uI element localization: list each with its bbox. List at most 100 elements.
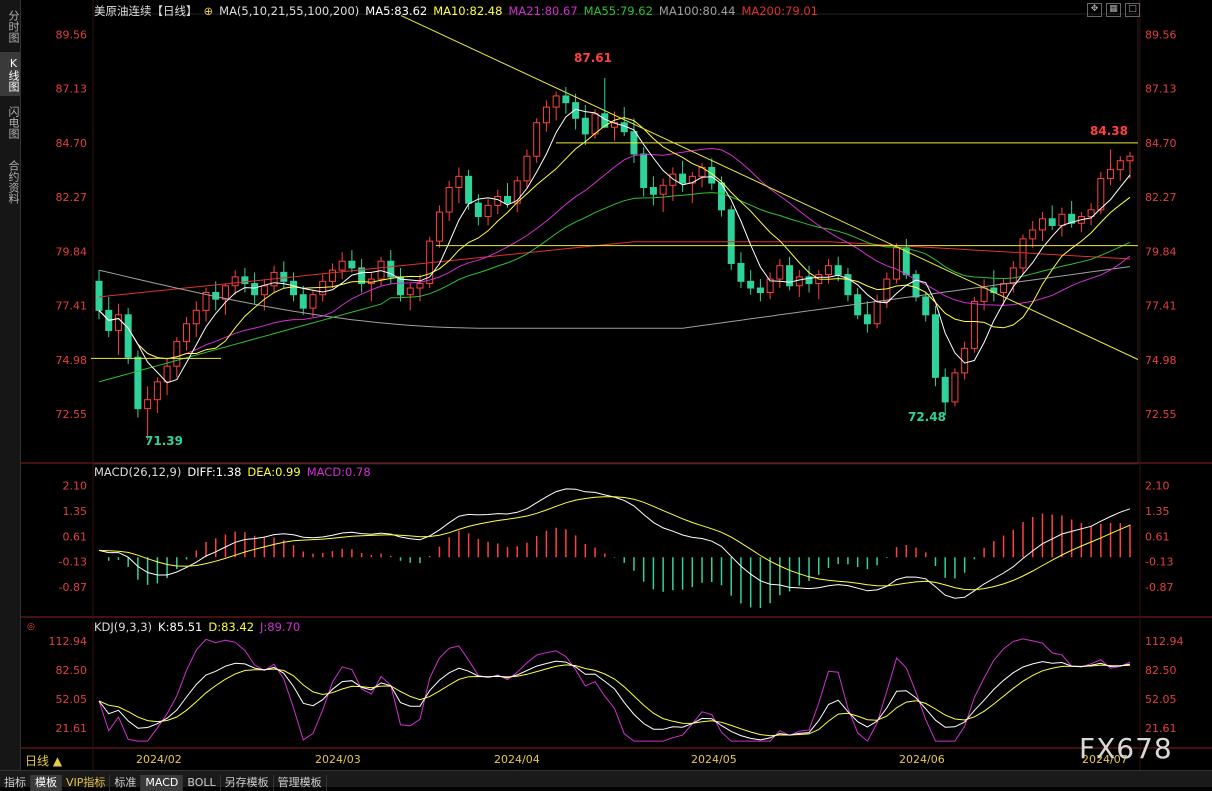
kdj-axis-label: 82.50 <box>56 664 88 677</box>
chart-canvas[interactable]: 89.56 89.56 87.13 87.13 84.70 84.70 82.27 82.27… <box>21 0 1212 770</box>
maximize-icon[interactable]: □ <box>1125 3 1140 17</box>
period-tag: 【日线】 <box>151 4 198 18</box>
candle-body <box>893 247 901 280</box>
tab-manage-templates[interactable]: 管理模板 <box>274 775 327 791</box>
tab-timeshare[interactable]: 分时图 <box>7 9 20 43</box>
candle-body <box>591 113 599 135</box>
candle-body <box>484 204 492 218</box>
candle-body <box>1097 178 1105 211</box>
symbol-name: 美原油连续 <box>94 4 152 18</box>
candle-body <box>153 381 161 401</box>
macd-dea-line <box>98 496 1131 591</box>
candle-body <box>192 309 200 325</box>
ma200-value: MA200:79.01 <box>741 4 818 18</box>
candle-body <box>231 276 239 287</box>
ma200-line <box>98 241 1131 298</box>
ma-title: MA(5,10,21,55,100,200) <box>219 4 360 18</box>
kdj-axis-label: 52.05 <box>1145 693 1177 706</box>
candle-body <box>659 184 667 195</box>
ma100-value: MA100:80.44 <box>658 4 736 18</box>
candle-body <box>319 280 327 296</box>
candle-body <box>1107 169 1115 180</box>
macd-axis-label: 1.35 <box>63 505 88 518</box>
candle-body <box>786 265 794 287</box>
candle-body <box>649 187 657 195</box>
price-axis-label: 87.13 <box>56 83 88 96</box>
candle-body <box>1009 267 1017 285</box>
candle-body <box>1068 213 1076 224</box>
tab-boll[interactable]: BOLL <box>183 775 221 791</box>
candle-body <box>173 341 181 367</box>
macd-diff: DIFF:1.38 <box>187 465 242 479</box>
candle-body <box>1048 218 1056 226</box>
macd-dea: DEA:0.99 <box>247 465 301 479</box>
ma21-value: MA21:80.67 <box>508 4 578 18</box>
candle-body <box>766 278 774 293</box>
candle-body <box>931 314 939 378</box>
price-axis-label: 89.56 <box>56 28 88 41</box>
move-icon[interactable]: ✥ <box>1087 3 1102 17</box>
tab-contract-info[interactable]: 合约资料 <box>7 160 20 204</box>
price-axis-label: 72.55 <box>1145 408 1177 421</box>
macd-title: MACD(26,12,9) <box>94 465 182 479</box>
trendline-descending <box>400 15 1139 360</box>
candle-body <box>756 287 764 293</box>
candle-body <box>114 314 122 331</box>
candle-body <box>533 122 541 157</box>
candle-body <box>251 283 259 296</box>
candle-body <box>844 274 852 296</box>
settings-circle-icon[interactable]: ⊕ <box>203 4 214 18</box>
candle-body <box>863 314 871 325</box>
tab-kline[interactable]: K线图 <box>0 52 20 96</box>
candle-body <box>717 182 725 211</box>
kdj-j-line <box>98 638 1131 742</box>
bottom-template-bar: 指标 模板 VIP指标 标准 MACD BOLL 另存模板 管理模板 <box>0 770 1212 791</box>
kdj-d: D:83.42 <box>208 620 255 634</box>
candle-body <box>980 287 988 302</box>
candle-body <box>776 265 784 280</box>
candle-body <box>727 209 735 264</box>
date-axis-label: 2024/06 <box>899 753 945 766</box>
candle-body <box>747 280 755 289</box>
candle-body <box>1087 209 1095 218</box>
tab-vip-indicators[interactable]: VIP指标 <box>62 775 111 791</box>
candle-body <box>309 294 317 309</box>
tab-macd[interactable]: MACD <box>141 775 184 791</box>
candle-body <box>523 155 531 182</box>
candle-body <box>465 175 473 204</box>
macd-axis-label: 0.61 <box>63 530 88 543</box>
price-axis-label: 74.98 <box>56 354 88 367</box>
tab-flash[interactable]: 闪电图 <box>7 105 20 139</box>
macd-axis-label: 0.61 <box>1145 530 1170 543</box>
period-selector[interactable]: 日线 ▲ <box>25 754 63 768</box>
date-axis-label: 2024/02 <box>136 753 182 766</box>
grid-icon[interactable]: ▦ <box>1106 3 1121 17</box>
kdj-axis-label: 21.61 <box>1145 722 1177 735</box>
candle-body <box>474 202 482 218</box>
price-axis-label: 79.84 <box>1145 245 1177 258</box>
tab-template[interactable]: 模板 <box>31 775 62 791</box>
candle-body <box>562 95 570 104</box>
candle-body <box>299 294 307 309</box>
date-axis-label: 2024/04 <box>494 753 540 766</box>
tab-standard[interactable]: 标准 <box>110 775 142 791</box>
price-axis-label: 82.27 <box>1145 191 1177 204</box>
candle-body <box>922 296 930 316</box>
tab-save-template[interactable]: 另存模板 <box>221 775 274 791</box>
candle-body <box>202 291 210 311</box>
tab-indicators[interactable]: 指标 <box>0 775 31 791</box>
ma5-line <box>98 108 1131 384</box>
candle-body <box>144 399 152 410</box>
window-controls: ✥ ▦ □ <box>1083 1 1140 17</box>
ma100-line <box>98 266 1131 329</box>
kdj-axis-label: 112.94 <box>1145 635 1184 648</box>
price-axis-label: 84.70 <box>56 137 88 150</box>
macd-axis-label: 2.10 <box>1145 479 1170 492</box>
kdj-title: KDJ(9,3,3) <box>94 620 153 634</box>
candle-body <box>328 269 336 282</box>
date-axis-label: 2024/05 <box>691 753 737 766</box>
candle-body <box>95 280 103 311</box>
candle-body <box>387 260 395 278</box>
candle-body <box>834 265 842 276</box>
high-annotation: 87.61 <box>574 51 612 65</box>
